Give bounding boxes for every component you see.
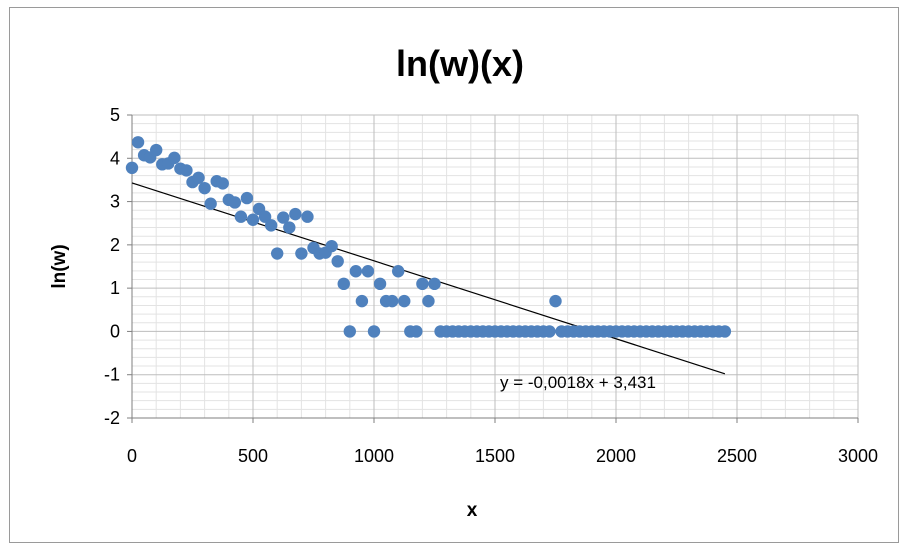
- y-tick-label: 3: [110, 192, 120, 212]
- data-point: [150, 143, 163, 157]
- x-tick-label: 2000: [596, 446, 636, 466]
- chart-title: ln(w)(x): [396, 43, 524, 84]
- y-tick-label: -2: [104, 408, 120, 428]
- data-point: [258, 210, 272, 223]
- x-tick-label: 2500: [717, 446, 757, 466]
- data-point: [234, 210, 248, 223]
- data-point: [216, 177, 229, 190]
- data-point: [549, 294, 562, 308]
- scatter-chart: 5 4 3 2 1 0 -1 -2 0 500 1000 1500 2000 2500 3000 ln(w)…: [49, 43, 878, 521]
- data-point: [198, 181, 211, 195]
- trendline: [131, 182, 726, 375]
- axes: 5 4 3 2 1 0 -1 -2 0 500 1000 1500 2000 2500 3000: [104, 105, 878, 466]
- data-point: [180, 164, 193, 177]
- y-tick-label: 4: [110, 148, 120, 168]
- data-point: [367, 325, 381, 338]
- y-axis-title: ln(w): [49, 244, 70, 288]
- data-point: [240, 191, 254, 205]
- y-tick-label: 1: [110, 278, 120, 298]
- data-point: [392, 265, 405, 278]
- data-point: [246, 213, 260, 226]
- data-point: [168, 151, 181, 165]
- data-point: [543, 325, 556, 338]
- data-point: [343, 325, 356, 338]
- y-tick-label: 2: [110, 235, 120, 255]
- x-axis-title: x: [467, 500, 478, 521]
- x-tick-label: 1000: [354, 446, 394, 466]
- data-point: [410, 325, 423, 338]
- x-tick-label: 3000: [838, 446, 878, 466]
- data-point: [385, 294, 399, 308]
- chart-area: 5 4 3 2 1 0 -1 -2 0 500 1000 1500 2000 2500 3000 ln(w)…: [9, 7, 899, 543]
- data-point: [355, 294, 369, 308]
- data-point: [228, 196, 242, 209]
- x-tick-label: 1500: [475, 446, 515, 466]
- data-point: [398, 294, 411, 308]
- data-point: [361, 265, 375, 278]
- data-point: [192, 171, 205, 184]
- data-points: [125, 136, 732, 338]
- data-point: [349, 265, 363, 278]
- data-point: [301, 210, 314, 223]
- y-tick-label: 0: [110, 321, 120, 341]
- data-point: [295, 247, 308, 260]
- data-point: [718, 325, 732, 338]
- data-point: [373, 277, 387, 291]
- data-point: [331, 255, 344, 268]
- data-point: [271, 247, 284, 260]
- data-point: [428, 277, 441, 291]
- data-point: [325, 239, 338, 253]
- y-tick-label: -1: [104, 365, 120, 385]
- data-point: [131, 136, 145, 149]
- y-tick-label: 5: [110, 105, 120, 125]
- x-tick-label: 0: [127, 446, 137, 466]
- data-point: [204, 197, 217, 210]
- data-point: [337, 277, 350, 291]
- x-tick-label: 500: [238, 446, 268, 466]
- data-point: [125, 161, 139, 175]
- data-point: [416, 277, 429, 291]
- data-point: [277, 211, 290, 224]
- trendline-equation: y = -0,0018x + 3,431: [500, 373, 656, 392]
- data-point: [289, 207, 302, 221]
- data-point: [422, 294, 435, 308]
- gridlines: [131, 114, 859, 419]
- data-point: [283, 221, 296, 234]
- trendline-group: [131, 182, 726, 375]
- data-point: [264, 219, 278, 232]
